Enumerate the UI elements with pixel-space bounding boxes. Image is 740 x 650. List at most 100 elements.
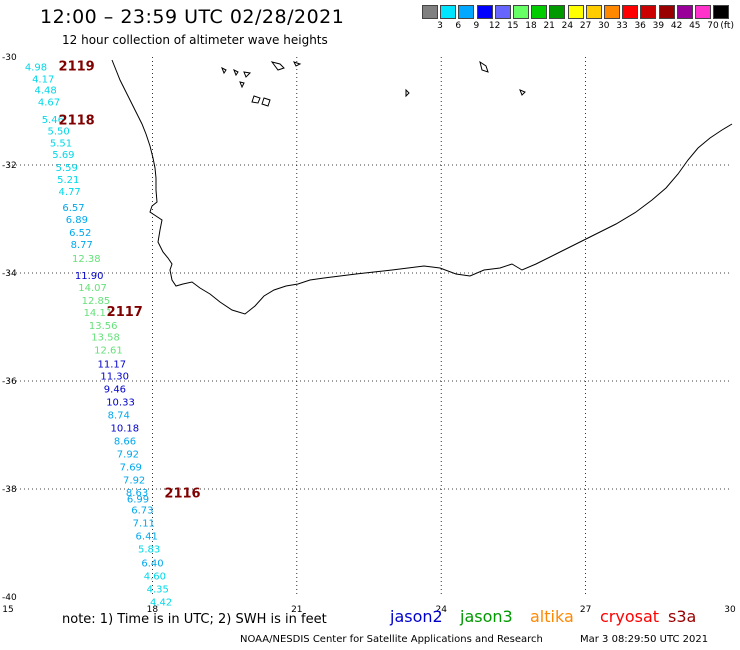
scale-swatch xyxy=(567,5,584,19)
satellite-s3a: s3a xyxy=(668,607,697,626)
lat-tick-label: -40 xyxy=(2,593,17,603)
credit-text: NOAA/NESDIS Center for Satellite Applica… xyxy=(240,634,543,645)
swh-value: 12.85 xyxy=(82,296,111,307)
satellite-cryosat: cryosat xyxy=(600,607,660,626)
scale-label: 70 xyxy=(707,21,719,31)
wave-height-track: 4.984.174.484.67 5.465.505.515.69 5.595.21… xyxy=(25,63,172,609)
island xyxy=(270,61,285,71)
island xyxy=(221,66,227,75)
swh-value: 7.92 xyxy=(123,475,145,486)
page-title: 12:00 – 23:59 UTC 02/28/2021 xyxy=(40,6,345,28)
island xyxy=(243,71,252,78)
satellite-jason2: jason2 xyxy=(390,607,443,626)
lon-tick-label: 30 xyxy=(724,605,736,615)
scale-swatch xyxy=(494,5,511,19)
scale-label: 18 xyxy=(525,21,537,31)
swh-value: 11.17 xyxy=(98,360,127,371)
scale-swatch xyxy=(458,5,475,19)
scale-label: 33 xyxy=(616,21,628,31)
swh-value: 7.69 xyxy=(120,462,142,473)
island xyxy=(405,88,410,98)
lat-tick-label: -34 xyxy=(2,269,17,279)
swh-value: 6.57 xyxy=(62,203,84,214)
swh-value: 6.52 xyxy=(69,228,91,239)
hour-marker: 2116 xyxy=(164,486,200,501)
scale-label: 21 xyxy=(543,21,555,31)
swh-value: 5.46 xyxy=(42,115,64,126)
scale-swatch xyxy=(658,5,675,19)
swh-value: 13.58 xyxy=(91,333,120,344)
swh-value: 8.66 xyxy=(114,436,136,447)
scale-label: 15 xyxy=(507,21,519,31)
swh-value: 12.61 xyxy=(94,346,123,357)
axis-labels: -30 -32 -34 -36 -38 -40 15 18 21 24 27 30 xyxy=(2,53,736,615)
islands xyxy=(221,60,526,107)
coastline xyxy=(111,59,733,315)
scale-swatch xyxy=(604,5,620,19)
swh-value: 8.63 xyxy=(126,488,148,499)
scale-label: 27 xyxy=(579,21,592,31)
scale-label: 9 xyxy=(473,21,480,31)
scale-swatch xyxy=(640,5,657,19)
scale-swatch xyxy=(622,5,639,19)
island xyxy=(261,97,271,107)
swh-value: 6.40 xyxy=(141,558,163,569)
swh-value: 14.07 xyxy=(78,283,107,294)
scale-swatch xyxy=(476,5,493,19)
lon-tick-label: 21 xyxy=(291,605,302,615)
swh-value: 5.21 xyxy=(57,175,79,186)
swh-value: 4.67 xyxy=(38,97,60,108)
swh-value: 4.42 xyxy=(150,597,172,608)
scale-label: 30 xyxy=(598,21,610,31)
swh-value: 8.74 xyxy=(108,410,130,421)
swh-value: 6.89 xyxy=(66,215,88,226)
lat-tick-label: -32 xyxy=(2,161,17,171)
scale-swatch xyxy=(676,5,693,19)
swh-value: 4.48 xyxy=(34,85,56,96)
scale-label: 24 xyxy=(561,21,574,31)
hour-marker: 2118 xyxy=(59,114,95,129)
swh-value: 14.11 xyxy=(84,308,113,319)
scale-swatch xyxy=(695,5,711,19)
credit-line: NOAA/NESDIS Center for Satellite Applica… xyxy=(240,634,708,645)
lat-tick-label: -38 xyxy=(2,485,17,495)
swh-value: 11.30 xyxy=(100,372,129,383)
scale-swatch xyxy=(713,5,730,19)
swh-value: 7.11 xyxy=(133,518,155,529)
swh-value: 5.59 xyxy=(56,163,78,174)
hour-markers: 2119 2118 2117 2116 xyxy=(59,60,201,502)
scale-label: 12 xyxy=(488,21,501,31)
footnote: note: 1) Time is in UTC; 2) SWH is in fe… xyxy=(62,612,327,627)
swh-value: 12.38 xyxy=(72,254,101,265)
swh-value: 6.73 xyxy=(131,506,153,517)
swh-value: 10.33 xyxy=(106,398,135,409)
swh-value: 4.35 xyxy=(147,584,169,595)
swh-value: 6.41 xyxy=(136,531,158,542)
swh-value: 5.69 xyxy=(52,150,74,161)
satellite-altika: altika xyxy=(530,607,574,626)
swh-value: 5.50 xyxy=(47,126,69,137)
lon-tick-label: 18 xyxy=(147,605,159,615)
scale-label: 42 xyxy=(670,21,683,31)
swh-value: 13.56 xyxy=(89,321,118,332)
hour-marker: 2119 xyxy=(59,60,95,75)
scale-swatch xyxy=(531,5,548,19)
swh-value: 10.18 xyxy=(111,423,140,434)
swh-value: 6.99 xyxy=(127,495,149,506)
scale-label: 6 xyxy=(455,21,462,31)
west-coast-line xyxy=(111,59,733,315)
generated-date: Mar 3 08:29:50 UTC 2021 xyxy=(580,634,709,645)
scale-swatch xyxy=(440,5,457,19)
scale-swatch xyxy=(585,5,602,19)
swh-value: 4.60 xyxy=(144,571,166,582)
swh-value: 11.90 xyxy=(75,271,104,282)
scale-swatch xyxy=(513,5,529,19)
satellite-jason3: jason3 xyxy=(460,607,513,626)
scale-unit: (ft) xyxy=(720,21,734,31)
island xyxy=(233,68,239,77)
lon-tick-label: 24 xyxy=(435,605,447,615)
lon-tick-label: 27 xyxy=(580,605,591,615)
page-subtitle: 12 hour collection of altimeter wave hei… xyxy=(62,33,328,47)
scale-swatch xyxy=(549,5,566,19)
